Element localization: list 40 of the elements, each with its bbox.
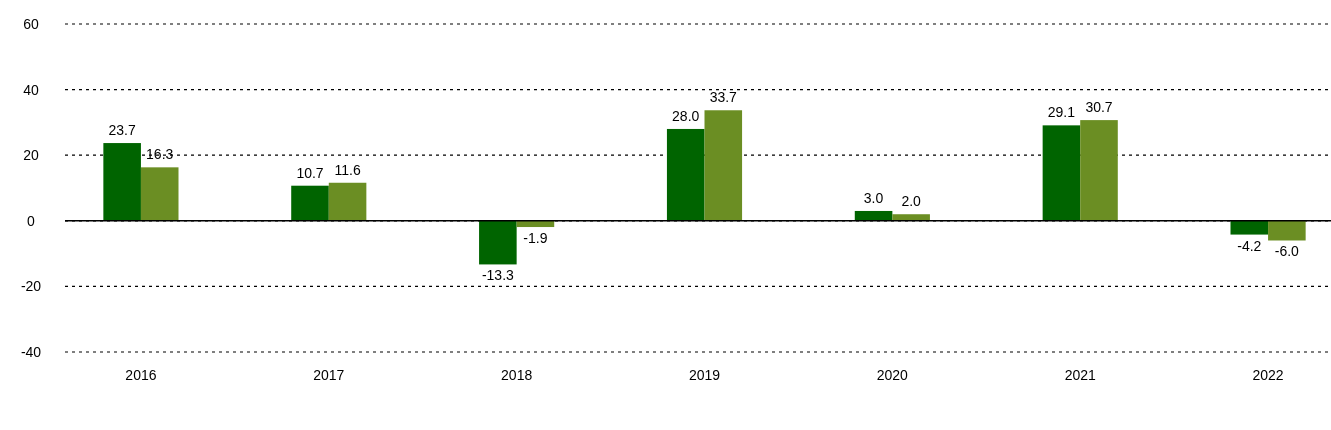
bar	[854, 210, 893, 221]
data-label: 33.7	[709, 89, 738, 106]
y-tick-label: 60	[23, 16, 39, 32]
data-label: 10.7	[296, 164, 324, 181]
y-tick-label: 0	[27, 212, 36, 229]
bar	[291, 185, 329, 221]
x-tick-label: 2020	[876, 367, 909, 383]
y-tick-label: 20	[23, 147, 39, 164]
data-label: 2.0	[901, 193, 922, 210]
bar	[892, 214, 930, 221]
data-label: 16.3	[146, 146, 174, 163]
bar	[1042, 125, 1081, 221]
y-tick-label: -40	[20, 344, 42, 360]
bar	[666, 128, 705, 221]
data-label: -4.2	[1237, 237, 1262, 254]
bar	[1230, 220, 1269, 235]
x-tick-label: 2016	[125, 367, 157, 383]
x-tick-label: 2022	[1252, 367, 1284, 383]
x-tick-label: 2018	[501, 367, 533, 383]
data-label: -1.9	[523, 230, 548, 247]
x-tick-label: 2017	[313, 367, 345, 383]
bar	[704, 110, 743, 221]
data-label: 23.7	[108, 122, 136, 139]
bar	[1268, 220, 1306, 241]
data-label: 30.7	[1085, 99, 1113, 116]
bar	[479, 220, 517, 265]
x-tick-label: 2019	[688, 367, 721, 383]
x-tick-label: 2021	[1064, 367, 1096, 383]
data-label: -6.0	[1274, 243, 1300, 260]
bar	[328, 182, 367, 221]
data-label: 29.1	[1047, 104, 1076, 121]
data-label: 28.0	[672, 107, 700, 124]
bar	[1080, 120, 1118, 221]
data-label: -13.3	[481, 267, 515, 284]
data-label: 3.0	[863, 189, 884, 206]
bar	[140, 167, 179, 221]
y-tick-label: -20	[20, 278, 42, 295]
data-label: 11.6	[334, 161, 361, 178]
y-tick-label: 40	[23, 81, 39, 98]
bar	[103, 143, 141, 221]
